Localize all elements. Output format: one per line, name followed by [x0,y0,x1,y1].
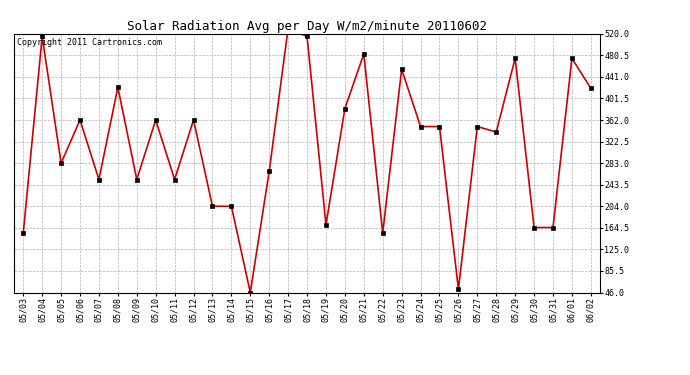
Title: Solar Radiation Avg per Day W/m2/minute 20110602: Solar Radiation Avg per Day W/m2/minute … [127,20,487,33]
Text: Copyright 2011 Cartronics.com: Copyright 2011 Cartronics.com [17,38,161,46]
